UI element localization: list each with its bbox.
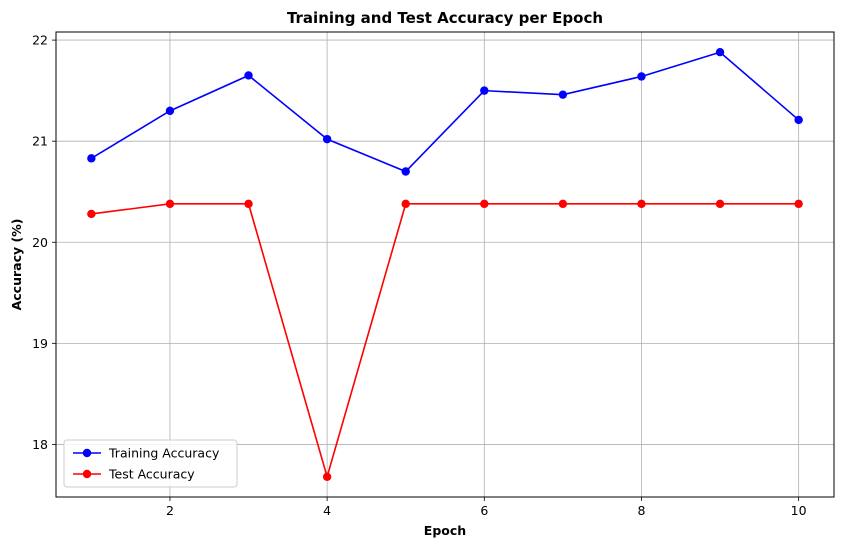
y-tick-label: 21 (32, 134, 48, 149)
x-tick-label: 10 (791, 503, 807, 518)
data-point (637, 72, 646, 81)
data-point (637, 199, 646, 209)
y-tick-label: 22 (32, 33, 48, 48)
legend-marker (82, 448, 92, 458)
data-point (715, 48, 725, 57)
data-point (480, 86, 489, 95)
x-tick-label: 6 (480, 503, 488, 518)
y-axis-label: Accuracy (%) (9, 219, 24, 311)
data-point (480, 199, 489, 209)
axis-ticks: 2 4 6 8 10 18 19 20 21 22 (32, 33, 807, 518)
chart-title: Training and Test Accuracy per Epoch (287, 9, 603, 27)
series-layer (87, 48, 803, 481)
legend: Training Accuracy Test Accuracy (63, 439, 238, 488)
data-point (87, 209, 96, 219)
data-point (558, 90, 568, 99)
plot-frame (55, 31, 835, 498)
data-point (401, 199, 410, 209)
y-tick-label: 19 (32, 336, 48, 351)
series-test (87, 199, 803, 481)
data-point (87, 154, 96, 163)
data-point (165, 106, 175, 116)
data-point (244, 71, 253, 80)
legend-marker (82, 469, 92, 479)
data-point (794, 199, 803, 209)
y-tick-label: 18 (32, 437, 48, 452)
data-point (715, 199, 725, 209)
series-training (87, 48, 803, 176)
x-axis-label: Epoch (424, 523, 466, 538)
legend-label: Training Accuracy (108, 446, 220, 461)
x-tick-label: 8 (637, 503, 645, 518)
data-point (322, 134, 332, 144)
data-point (244, 199, 253, 209)
legend-label: Test Accuracy (108, 467, 195, 482)
series-line (91, 203, 799, 480)
x-tick-label: 4 (323, 503, 331, 518)
data-point (165, 199, 175, 209)
grid (56, 32, 834, 497)
x-tick-label: 2 (166, 503, 174, 518)
data-point (401, 167, 410, 176)
legend-box (63, 439, 238, 488)
series-line (90, 51, 800, 173)
data-point (322, 472, 332, 481)
data-point (558, 199, 568, 209)
data-point (794, 115, 803, 125)
y-tick-label: 20 (32, 235, 48, 250)
